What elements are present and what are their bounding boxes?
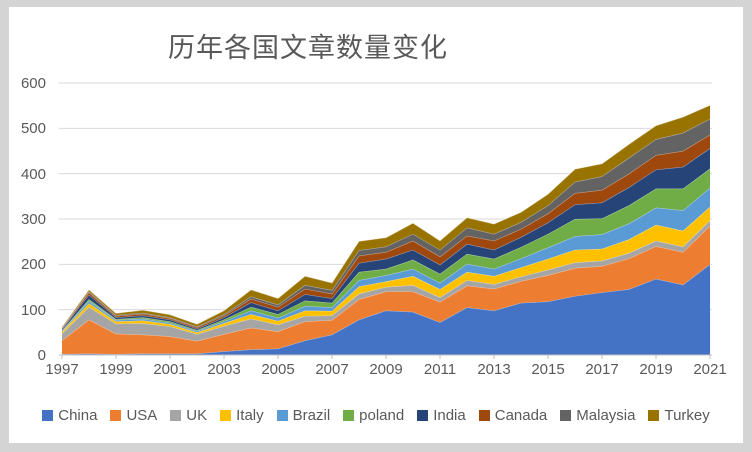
legend-swatch-uk [170,409,182,421]
x-axis-tick-label-2015: 2015 [531,361,565,378]
legend-label-poland: poland [359,406,405,424]
legend-swatch-turkey [648,409,660,421]
legend-label-usa: USA [126,406,158,424]
area-china [62,264,710,355]
x-axis-tick-label-2013: 2013 [477,361,511,378]
legend-label-turkey: Turkey [664,406,710,424]
window-border-top [0,0,752,7]
area-usa [62,225,710,355]
legend-item-india: India [417,407,466,424]
legend-item-canada: Canada [478,406,548,424]
legend-swatch-malaysia [560,409,572,421]
chart-legend: China USA UK Italy Brazil poland India Canada Ma… [10,403,742,427]
x-axis-tick-label-2007: 2007 [315,361,349,378]
legend-item-turkey: Turkey [648,406,710,424]
legend-label-canada: Canada [494,406,548,424]
y-axis-tick-label-500: 500 [20,120,46,138]
y-axis-tick-label-100: 100 [20,301,46,319]
legend-item-poland: poland [343,407,404,424]
legend-swatch-usa [110,409,122,421]
legend-item-china: China [42,407,97,424]
window-border-bottom [0,443,752,452]
area-italy [62,206,710,335]
legend-item-brazil: Brazil [276,406,331,424]
legend-label-malaysia: Malaysia [576,406,636,424]
band-boundary-turkey [61,104,711,328]
legend-swatch-brazil [276,409,288,421]
chart-title: 历年各国文章数量变化 [168,33,448,63]
x-axis-tick-label-1999: 1999 [99,361,133,378]
x-axis-tick-label-1997: 1997 [45,361,79,378]
area-uk [62,220,710,341]
legend-item-italy: Italy [220,407,264,424]
legend-item-malaysia: Malaysia [560,407,635,424]
x-axis-tick-label-2011: 2011 [423,361,457,378]
legend-swatch-canada [478,409,490,421]
legend-label-brazil: Brazil [292,406,331,424]
legend-swatch-china [42,409,54,421]
window-border-right [743,0,752,452]
x-axis-tick-label-2001: 2001 [153,361,187,378]
x-axis-tick-label-2017: 2017 [585,361,619,378]
legend-swatch-poland [343,409,355,421]
legend-swatch-india [417,409,429,421]
legend-item-uk: UK [170,407,207,424]
x-axis-tick-label-2019: 2019 [639,361,673,378]
x-axis-tick-label-2021: 2021 [693,361,727,378]
y-axis-tick-label-200: 200 [20,256,46,274]
legend-label-uk: UK [186,406,208,424]
x-axis-tick-label-2003: 2003 [207,361,241,378]
y-axis-tick-label-600: 600 [20,75,46,92]
x-axis-tick-label-2005: 2005 [261,361,295,378]
legend-label-italy: Italy [236,406,264,424]
x-axis-tick-label-2009: 2009 [369,361,403,378]
legend-label-india: India [433,406,466,424]
window-border-left [0,0,9,452]
legend-item-usa: USA [110,407,157,424]
legend-swatch-italy [220,409,232,421]
y-axis-tick-label-400: 400 [20,165,46,183]
legend-label-china: China [58,406,98,424]
y-axis-tick-label-0: 0 [37,347,46,364]
y-axis-tick-label-300: 300 [20,211,46,228]
